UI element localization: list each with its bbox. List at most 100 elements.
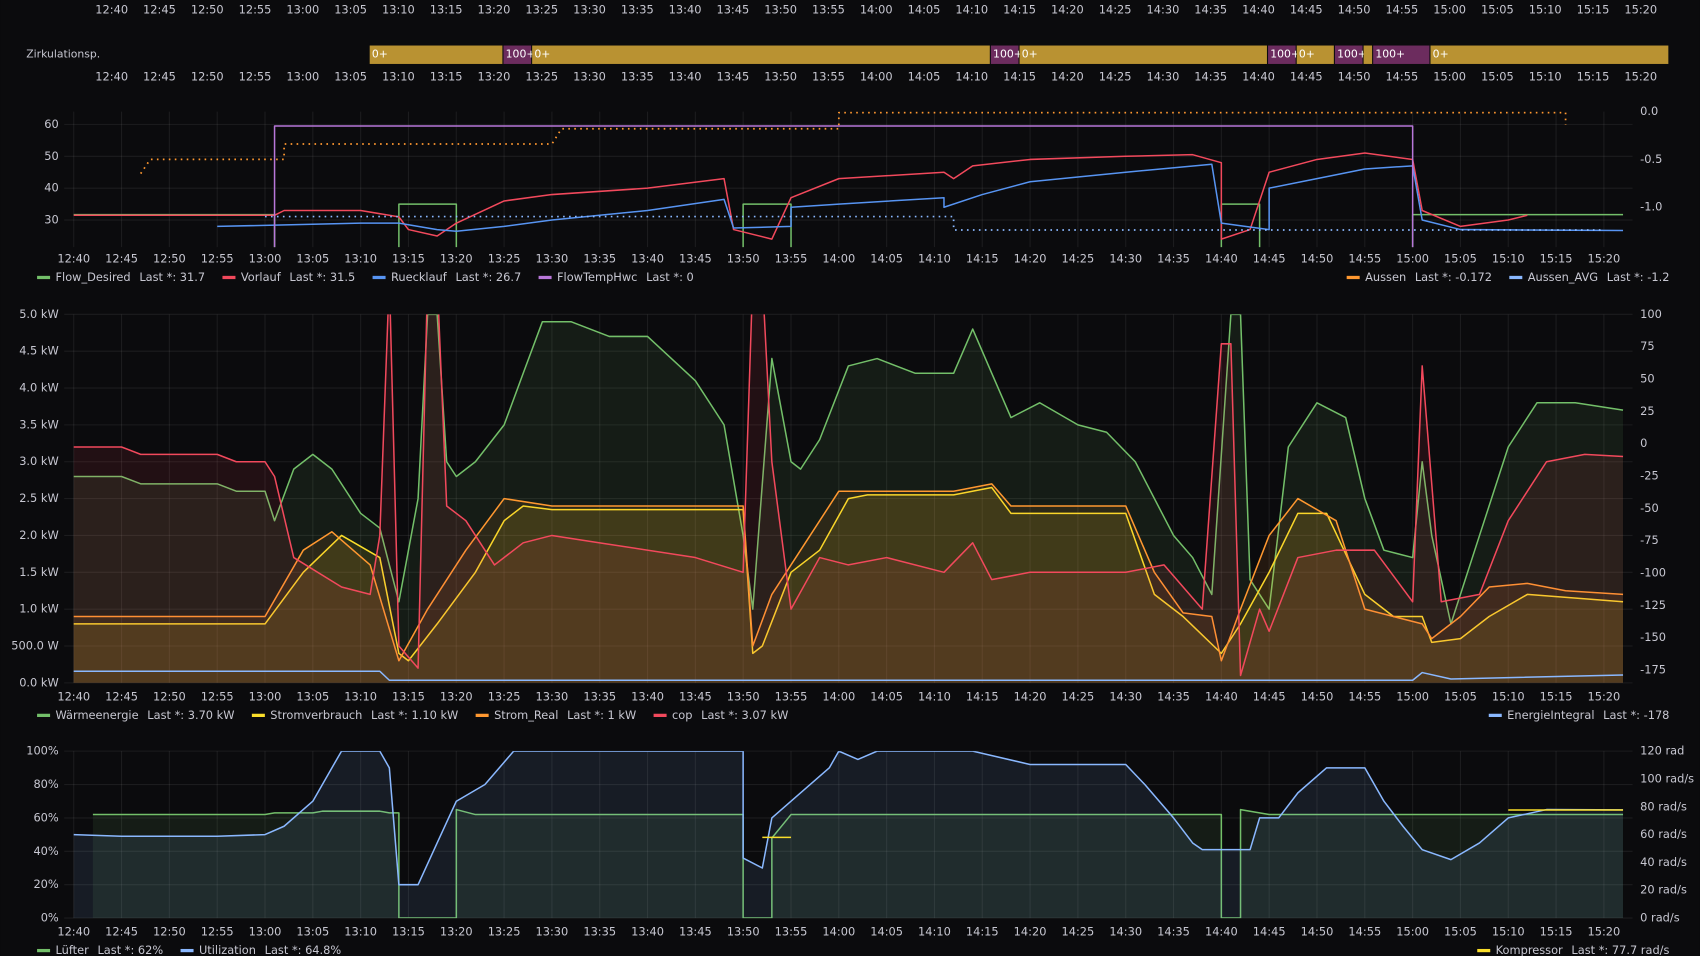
state-label: 100+: [993, 48, 1023, 61]
x-tick-label: 12:45: [105, 689, 138, 703]
state-segment: [1334, 45, 1363, 64]
x-tick-label: 14:55: [1348, 252, 1381, 266]
x-tick-label: 14:25: [1099, 69, 1132, 83]
y-tick-label: 20%: [33, 877, 58, 891]
x-tick-label: 13:20: [478, 2, 511, 16]
x-tick-label: 14:45: [1290, 2, 1323, 16]
x-tick-label: 14:20: [1051, 69, 1084, 83]
legend-name: Aussen_AVG: [1528, 270, 1598, 284]
state-label: 100+: [1375, 48, 1405, 61]
x-tick-label: 13:25: [488, 925, 521, 939]
x-tick-label: 13:25: [488, 252, 521, 266]
state-label: 100+: [1337, 48, 1367, 61]
x-tick-label: 14:20: [1014, 689, 1047, 703]
x-tick-label: 15:00: [1396, 252, 1429, 266]
x-tick-label: 14:50: [1301, 689, 1334, 703]
x-tick-label: 15:00: [1396, 925, 1429, 939]
state-label: 100+: [506, 48, 536, 61]
y-tick-label: 60: [44, 117, 58, 131]
series-line: [73, 670, 1624, 682]
x-tick-label: 13:50: [727, 925, 760, 939]
y-tick-label: 4.0 kW: [19, 381, 59, 395]
y-tick-label: 2.5 kW: [19, 491, 59, 505]
x-tick-label: 14:30: [1109, 925, 1142, 939]
x-tick-label: 15:05: [1444, 925, 1477, 939]
x-tick-label: 12:40: [57, 689, 90, 703]
x-tick-label: 13:05: [296, 252, 329, 266]
legend-swatch: [1488, 713, 1502, 717]
x-tick-label: 14:55: [1385, 2, 1418, 16]
y2-tick-label: 25: [1640, 404, 1654, 418]
legend-swatch: [538, 275, 552, 280]
x-tick-label: 14:15: [966, 925, 999, 939]
x-tick-label: 15:10: [1529, 2, 1562, 16]
y-tick-label: 3.5 kW: [19, 417, 59, 431]
x-tick-label: 14:25: [1062, 689, 1095, 703]
x-tick-label: 12:40: [95, 69, 128, 83]
y-tick-label: 60%: [33, 810, 58, 824]
legend-swatch: [37, 948, 51, 953]
x-tick-label: 13:00: [286, 69, 319, 83]
legend-swatch: [180, 948, 194, 953]
x-tick-label: 12:45: [143, 69, 176, 83]
x-tick-label: 14:00: [822, 689, 855, 703]
state-segment: [503, 45, 532, 64]
legend-last: Last *: -178: [1603, 708, 1669, 722]
y-tick-label: 2.0 kW: [19, 528, 59, 542]
x-tick-label: 15:20: [1587, 689, 1620, 703]
x-tick-label: 13:55: [775, 689, 808, 703]
y-tick-label: 4.5 kW: [19, 344, 59, 358]
x-tick-label: 14:20: [1014, 925, 1047, 939]
x-tick-label: 13:50: [727, 252, 760, 266]
x-tick-label: 14:20: [1014, 252, 1047, 266]
series-area: [73, 751, 1624, 919]
y2-tick-label: 100: [1640, 307, 1662, 321]
y2-tick-label: -125: [1640, 598, 1666, 612]
x-tick-label: 13:15: [392, 689, 425, 703]
legend-name: Stromverbrauch: [270, 708, 362, 722]
y2-tick-label: 100 rad/s: [1640, 771, 1694, 785]
x-tick-label: 15:05: [1481, 69, 1514, 83]
x-tick-label: 12:50: [191, 69, 224, 83]
state-label: 0+: [1433, 48, 1449, 61]
x-tick-label: 14:35: [1157, 925, 1190, 939]
x-tick-label: 15:15: [1577, 69, 1610, 83]
x-tick-label: 13:45: [716, 2, 749, 16]
y2-tick-label: 0 rad/s: [1640, 911, 1680, 925]
x-tick-label: 14:35: [1194, 69, 1227, 83]
plot-area: [73, 111, 1624, 248]
x-tick-label: 14:05: [870, 925, 903, 939]
plot-area: [73, 314, 1624, 683]
legend-swatch: [222, 275, 236, 280]
x-tick-label: 15:10: [1492, 689, 1525, 703]
x-tick-label: 14:55: [1348, 689, 1381, 703]
y2-tick-label: -150: [1640, 630, 1666, 644]
x-tick-label: 12:55: [239, 2, 272, 16]
x-tick-label: 13:15: [430, 2, 463, 16]
x-tick-label: 13:40: [631, 925, 664, 939]
y-tick-label: 40: [44, 181, 58, 195]
x-tick-label: 13:45: [679, 689, 712, 703]
x-tick-label: 13:15: [392, 925, 425, 939]
x-tick-label: 13:20: [440, 689, 473, 703]
y2-tick-label: -0.5: [1640, 152, 1662, 166]
series-line: [762, 809, 1624, 839]
x-tick-label: 14:40: [1242, 2, 1275, 16]
legend-last: Last *: 3.70 kW: [147, 708, 234, 722]
x-tick-label: 14:15: [1003, 69, 1036, 83]
x-tick-label: 14:05: [870, 689, 903, 703]
y-tick-label: 40%: [33, 844, 58, 858]
series-area: [73, 487, 1624, 683]
x-tick-label: 14:50: [1338, 2, 1371, 16]
legend-last: Last *: -1.2: [1607, 270, 1670, 284]
x-tick-label: 12:55: [239, 69, 272, 83]
state-label: 0+: [1299, 48, 1315, 61]
x-tick-label: 12:45: [105, 252, 138, 266]
y-tick-label: 80%: [33, 777, 58, 791]
legend-name: Strom_Real: [494, 708, 558, 722]
x-tick-label: 13:25: [488, 689, 521, 703]
x-tick-label: 13:35: [583, 252, 616, 266]
series-line: [73, 314, 1624, 677]
x-tick-label: 13:35: [621, 2, 654, 16]
